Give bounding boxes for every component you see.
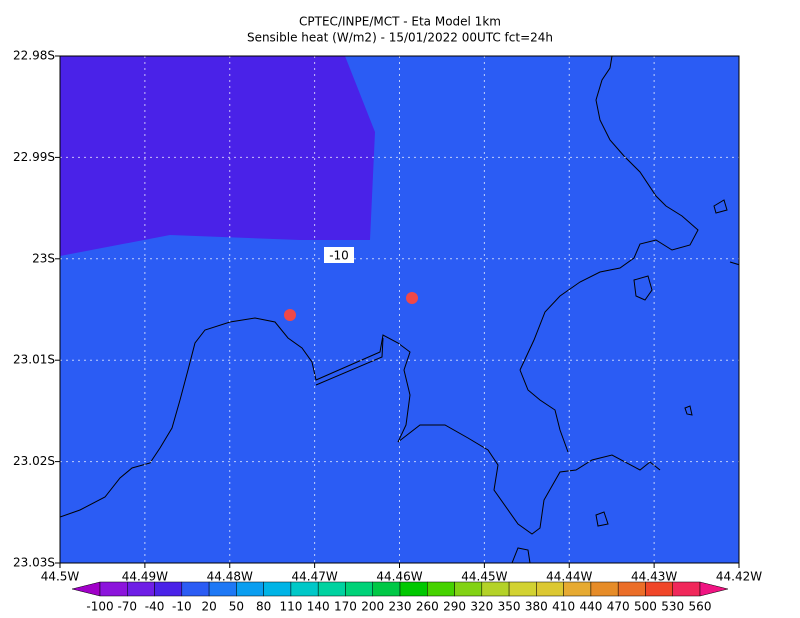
colorbar-box: [154, 581, 183, 597]
colorbar-box: [536, 581, 564, 597]
site-marker: [284, 309, 296, 321]
colorbar-end: [699, 581, 729, 597]
coastline: [519, 369, 569, 453]
chart-title: CPTEC/INPE/MCT - Eta Model 1km: [299, 15, 501, 29]
colorbar-label: -10: [172, 600, 192, 614]
site-marker: [406, 292, 418, 304]
y-tick-label: 23.02S: [13, 454, 55, 468]
x-tick-label: 44.46W: [376, 570, 422, 584]
x-tick-label: 44.5W: [41, 570, 80, 584]
colorbar-label: 230: [389, 600, 412, 614]
colorbar-box: [208, 581, 237, 597]
colorbar-box: [181, 581, 210, 597]
colorbar-label: 140: [307, 600, 330, 614]
coastline: [60, 317, 661, 535]
y-tick-label: 22.98S: [13, 49, 55, 63]
chart-subtitle: Sensible heat (W/m2) - 15/01/2022 00UTC …: [247, 31, 553, 45]
colorbar-box: [127, 581, 155, 597]
colorbar-label: -40: [145, 600, 165, 614]
colorbar-label: 470: [607, 600, 630, 614]
colorbar-label: 50: [229, 600, 244, 614]
x-tick-label: 44.43W: [631, 570, 677, 584]
colorbar-label: 380: [525, 600, 548, 614]
colorbar-box: [99, 581, 128, 597]
coastline: [519, 56, 699, 371]
colorbar-box: [236, 581, 264, 597]
colorbar-label: 110: [279, 600, 302, 614]
colorbar-label: 260: [416, 600, 439, 614]
colorbar-box: [481, 581, 510, 597]
y-tick-label: 23.01S: [13, 353, 55, 367]
contour-label: -10: [329, 249, 349, 263]
coastline: [684, 405, 693, 416]
field-region: [60, 56, 375, 256]
colorbar-label: 80: [256, 600, 271, 614]
coastline: [315, 337, 384, 386]
x-tick-label: 44.47W: [292, 570, 338, 584]
x-tick-label: 44.44W: [546, 570, 592, 584]
colorbar-label: 290: [443, 600, 466, 614]
y-tick-label: 23.03S: [13, 556, 55, 570]
colorbar-end: [71, 581, 101, 597]
coastline: [595, 511, 609, 527]
x-tick-label: 44.48W: [207, 570, 253, 584]
x-tick-label: 44.49W: [122, 570, 168, 584]
y-tick-label: 22.99S: [13, 150, 55, 164]
coastline: [713, 199, 728, 214]
y-tick-label: 23S: [32, 251, 55, 265]
colorbar-label: -100: [86, 600, 113, 614]
colorbar-box: [290, 581, 319, 597]
colorbar-label: 350: [498, 600, 521, 614]
contour-label-box: [324, 247, 354, 263]
colorbar-label: 320: [470, 600, 493, 614]
colorbar-label: 170: [334, 600, 357, 614]
colorbar-label: -70: [117, 600, 137, 614]
x-tick-label: 44.45W: [461, 570, 507, 584]
colorbar-box: [399, 581, 428, 597]
colorbar-label: 440: [579, 600, 602, 614]
colorbar-label: 410: [552, 600, 575, 614]
colorbar-box: [345, 581, 373, 597]
colorbar-box: [645, 581, 673, 597]
colorbar-box: [317, 581, 346, 597]
colorbar-box: [563, 581, 592, 597]
grid: [60, 56, 739, 563]
colorbar-box: [427, 581, 455, 597]
colorbar-box: [372, 581, 401, 597]
colorbar-label: 500: [634, 600, 657, 614]
coastline: [633, 275, 653, 301]
colorbar-box: [508, 581, 537, 597]
colorbar-box: [454, 581, 483, 597]
colorbar-label: 20: [201, 600, 216, 614]
colorbar-label: 560: [689, 600, 712, 614]
colorbar-label: 200: [361, 600, 384, 614]
colorbar-box: [617, 581, 646, 597]
colorbar-label: 530: [661, 600, 684, 614]
colorbar-box: [590, 581, 619, 597]
x-tick-label: 44.42W: [716, 570, 762, 584]
colorbar-box: [263, 581, 292, 597]
coastline: [729, 261, 739, 266]
colorbar-box: [672, 581, 701, 597]
coastline: [511, 547, 531, 563]
